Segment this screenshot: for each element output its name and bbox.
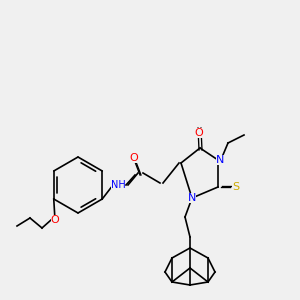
Text: N: N [188, 193, 196, 203]
Text: S: S [232, 182, 240, 192]
Text: O: O [195, 128, 203, 138]
Text: N: N [216, 155, 224, 165]
Text: NH: NH [111, 180, 125, 190]
Text: O: O [51, 215, 59, 225]
Text: O: O [130, 153, 138, 163]
